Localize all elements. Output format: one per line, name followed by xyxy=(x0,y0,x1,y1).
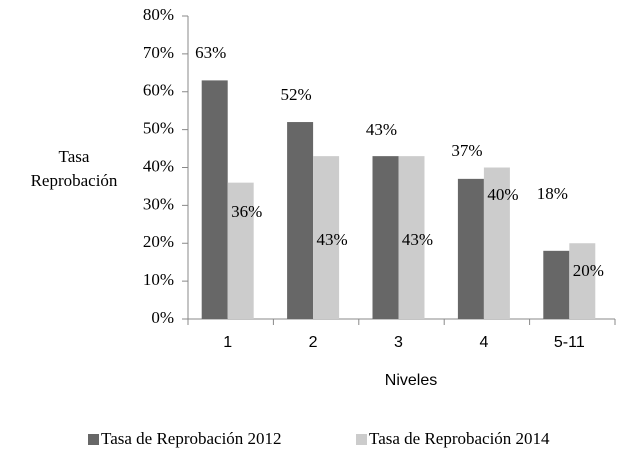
x-tick-label: 3 xyxy=(394,334,403,351)
value-label: 18% xyxy=(537,184,568,203)
value-label: 63% xyxy=(195,43,226,62)
y-tick-label: 0% xyxy=(151,308,174,327)
bar xyxy=(201,80,228,319)
value-label: 36% xyxy=(231,202,262,221)
y-tick-label: 40% xyxy=(143,156,174,175)
x-tick-label: 5-11 xyxy=(554,334,585,351)
value-label: 20% xyxy=(573,261,604,280)
x-tick-label: 2 xyxy=(309,334,318,351)
legend-label: Tasa de Reprobación 2012 xyxy=(101,429,282,448)
y-tick-label: 60% xyxy=(143,81,174,100)
value-label: 43% xyxy=(402,230,433,249)
x-tick-label: 1 xyxy=(223,334,232,351)
y-axis-label: Reprobación xyxy=(31,171,118,190)
y-tick-label: 20% xyxy=(143,232,174,251)
legend-label: Tasa de Reprobación 2014 xyxy=(369,429,550,448)
value-label: 43% xyxy=(366,120,397,139)
legend-swatch xyxy=(356,434,367,445)
value-label: 43% xyxy=(317,230,348,249)
y-tick-label: 80% xyxy=(143,5,174,24)
value-label: 52% xyxy=(281,85,312,104)
y-tick-label: 30% xyxy=(143,194,174,213)
bar xyxy=(483,167,510,319)
value-label: 37% xyxy=(451,141,482,160)
bar xyxy=(457,178,484,319)
legend-swatch xyxy=(88,434,99,445)
y-tick-label: 10% xyxy=(143,270,174,289)
y-axis-label: Tasa xyxy=(59,147,90,166)
bar xyxy=(569,243,596,319)
bar xyxy=(313,156,340,319)
bar xyxy=(543,250,570,319)
bar xyxy=(287,122,314,319)
x-axis-label: Niveles xyxy=(385,372,437,389)
x-tick-label: 4 xyxy=(479,334,488,351)
bar xyxy=(227,182,254,319)
value-label: 40% xyxy=(487,185,518,204)
bar xyxy=(398,156,425,319)
bar xyxy=(372,156,399,319)
y-tick-label: 50% xyxy=(143,119,174,138)
y-tick-label: 70% xyxy=(143,43,174,62)
